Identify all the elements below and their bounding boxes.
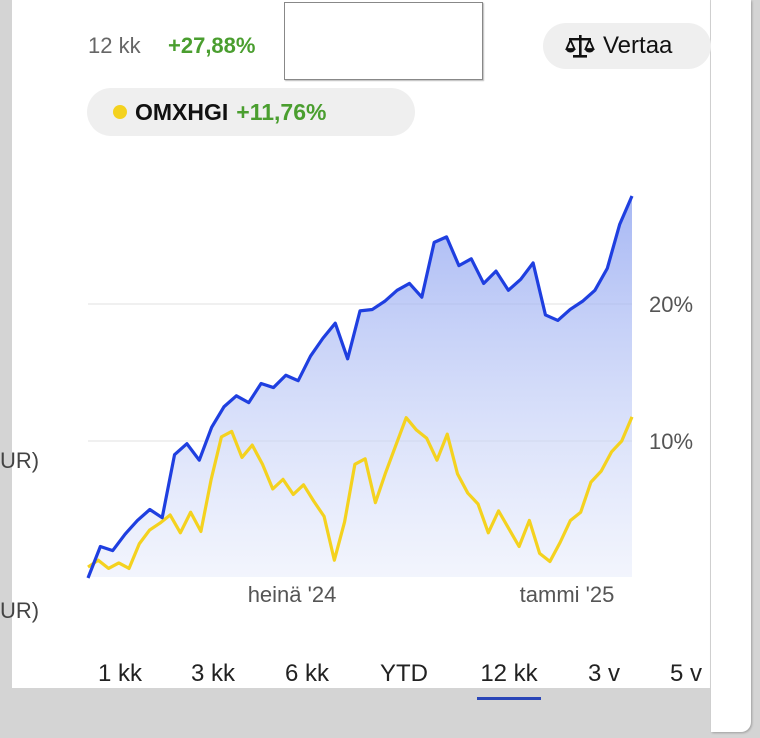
- cut-off-label: UR): [0, 448, 40, 473]
- tab-ytd[interactable]: YTD: [380, 660, 428, 687]
- tab-1kk[interactable]: 1 kk: [97, 660, 143, 687]
- active-tab-indicator: [477, 697, 541, 700]
- y-tick-label: 20%: [649, 292, 693, 317]
- tab-5v[interactable]: 5 v: [669, 660, 703, 687]
- compare-label: Vertaa: [603, 32, 673, 59]
- side-panel-edge: [711, 0, 751, 732]
- tab-6kk[interactable]: 6 kk: [284, 660, 330, 687]
- index-name: OMXHGI: [135, 98, 229, 125]
- stock-line: [86, 195, 634, 579]
- period-label: 12 kk: [88, 33, 141, 58]
- index-color-dot: [113, 105, 127, 119]
- index-chip[interactable]: OMXHGI +11,76%: [87, 88, 415, 136]
- tab-3v[interactable]: 3 v: [587, 660, 621, 687]
- stock-area-fill: [88, 196, 632, 578]
- index-line: [87, 416, 634, 571]
- range-tabs: 1 kk 3 kk 6 kk YTD 12 kk 3 v 5 v: [0, 660, 760, 700]
- tooltip-box: [284, 2, 483, 80]
- index-change: +11,76%: [236, 98, 327, 125]
- period-change: +27,88%: [168, 33, 256, 58]
- tab-12kk[interactable]: 12 kk: [480, 660, 538, 687]
- scale-icon: [565, 35, 595, 58]
- compare-button[interactable]: Vertaa: [543, 23, 711, 69]
- y-tick-label: 10%: [649, 429, 693, 454]
- x-tick-label: tammi '25: [520, 582, 615, 607]
- cut-off-label: UR): [0, 598, 40, 623]
- tab-3kk[interactable]: 3 kk: [190, 660, 236, 687]
- x-tick-label: heinä '24: [248, 582, 337, 607]
